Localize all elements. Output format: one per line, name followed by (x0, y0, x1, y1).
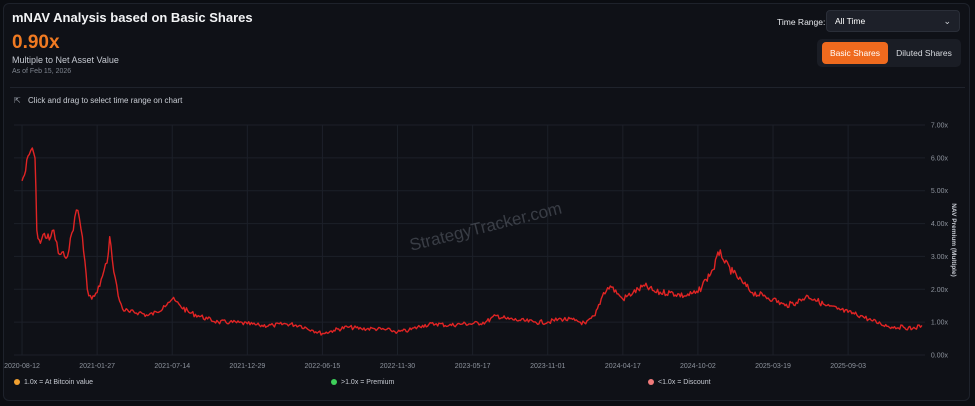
value-subtitle: Multiple to Net Asset Value (12, 55, 119, 65)
x-tick-label: 2025-09-03 (830, 363, 866, 370)
legend-label: <1.0x = Discount (658, 379, 711, 386)
basic-shares-button[interactable]: Basic Shares (822, 42, 888, 64)
y-tick-label: 2.00x (931, 287, 949, 294)
legend-dot (14, 379, 20, 385)
drag-hint-text: Click and drag to select time range on c… (28, 96, 183, 105)
y-axis-label: NAV Premium (Multiple) (950, 203, 957, 277)
legend-premium: >1.0x = Premium (331, 379, 394, 386)
y-tick-labels: 0.00x 1.00x 2.00x 3.00x 4.00x 5.00x 6.00x 7.00x (931, 123, 949, 360)
x-tick-label: 2021-07-14 (154, 363, 190, 370)
mnav-value: 0.90x (12, 32, 60, 53)
chevron-down-icon: ⌄ (943, 16, 951, 26)
mnav-series-line (21, 147, 923, 336)
legend-dot (648, 379, 654, 385)
header-divider (10, 87, 965, 88)
legend-at-value: 1.0x = At Bitcoin value (14, 379, 93, 386)
y-tick-label: 1.00x (931, 320, 949, 327)
chart-card (3, 3, 970, 401)
drag-select-icon: ⇱ (14, 96, 21, 105)
y-tick-label: 0.00x (931, 353, 949, 360)
x-tick-label: 2022-11-30 (380, 363, 415, 370)
legend-label: >1.0x = Premium (341, 379, 395, 386)
time-range-select[interactable]: All Time ⌄ (826, 10, 960, 32)
as-of-date: As of Feb 15, 2026 (12, 68, 72, 75)
legend-label: 1.0x = At Bitcoin value (24, 379, 94, 386)
legend-dot (331, 379, 337, 385)
x-tick-label: 2023-05-17 (455, 363, 491, 370)
x-tick-label: 2022-06-15 (305, 363, 341, 370)
page-title: mNAV Analysis based on Basic Shares (12, 10, 253, 25)
x-tick-label: 2020-08-12 (4, 363, 40, 370)
x-tick-label: 2023-11-01 (530, 363, 565, 370)
diluted-shares-button[interactable]: Diluted Shares (896, 48, 952, 58)
x-tick-label: 2021-12-29 (229, 363, 265, 370)
time-range-label: Time Range: (777, 17, 826, 27)
x-tick-label: 2021-01-27 (79, 363, 115, 370)
y-tick-label: 4.00x (931, 221, 949, 228)
y-tick-label: 3.00x (931, 254, 949, 261)
x-tick-label: 2024-10-02 (680, 363, 716, 370)
watermark: StrategyTracker.com (408, 199, 564, 255)
x-tick-label: 2025-03-19 (755, 363, 791, 370)
y-tick-label: 6.00x (931, 155, 949, 162)
x-tick-label: 2024-04-17 (605, 363, 641, 370)
time-range-value: All Time (835, 16, 866, 26)
x-tick-labels: 2020-08-12 2021-01-27 2021-07-14 2021-12-29… (4, 363, 866, 370)
y-tick-label: 7.00x (931, 123, 949, 130)
legend-discount: <1.0x = Discount (648, 379, 711, 386)
y-tick-label: 5.00x (931, 188, 949, 195)
chart-grid (14, 124, 925, 356)
drag-hint: ⇱ Click and drag to select time range on … (14, 96, 182, 105)
share-type-toggle: Basic Shares Diluted Shares (817, 39, 961, 67)
